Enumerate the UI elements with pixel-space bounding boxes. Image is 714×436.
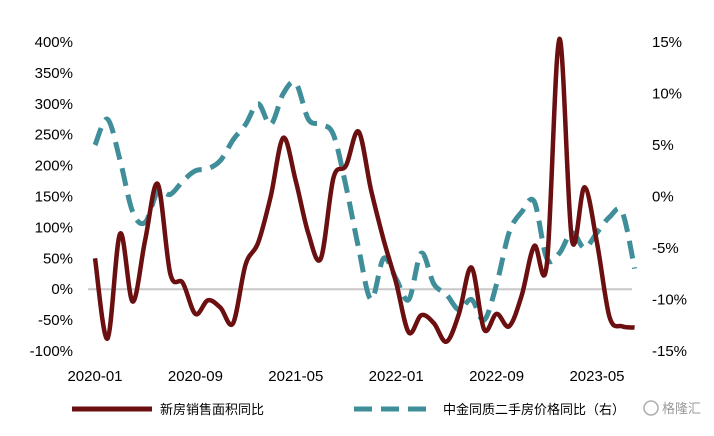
watermark-text: 格隆汇 [662, 401, 701, 416]
legend-label-second-hand-price: 中金同质二手房价格同比（右） [443, 402, 625, 417]
left-axis-ticks: 400% 350% 300% 250% 200% 150% 100% 50% 0% -50% -10… [30, 34, 73, 360]
left-axis-tick: 400% [35, 34, 73, 51]
x-axis-tick: 2023-05 [569, 368, 624, 385]
x-axis-tick: 2021-05 [268, 368, 323, 385]
right-axis-tick: 10% [652, 86, 682, 103]
left-axis-tick: 150% [35, 189, 73, 206]
left-axis-tick: 200% [35, 158, 73, 175]
left-axis-tick: 350% [35, 65, 73, 82]
right-axis-tick: -10% [652, 292, 687, 309]
right-axis-tick: -15% [652, 343, 687, 360]
right-axis-tick: 0% [652, 189, 674, 206]
x-axis-tick: 2022-01 [369, 368, 424, 385]
right-axis-ticks: 15% 10% 5% 0% -5% -10% -15% [652, 34, 687, 360]
legend: 新房销售面积同比 中金同质二手房价格同比（右） [72, 402, 625, 417]
left-axis-tick: -50% [38, 312, 73, 329]
x-axis-tick: 2020-09 [168, 368, 223, 385]
x-axis-tick: 2022-09 [469, 368, 524, 385]
right-axis-tick: 15% [652, 34, 682, 51]
left-axis-tick: 0% [51, 281, 73, 298]
left-axis-tick: 50% [43, 250, 73, 267]
watermark-logo-icon [643, 400, 659, 416]
x-axis-tick: 2020-01 [67, 368, 122, 385]
watermark: 格隆汇 [643, 400, 701, 416]
left-axis-tick: 100% [35, 219, 73, 236]
right-axis-tick: -5% [652, 240, 679, 257]
left-axis-tick: 250% [35, 127, 73, 144]
left-axis-tick: 300% [35, 96, 73, 113]
x-axis-ticks: 2020-01 2020-09 2021-05 2022-01 2022-09 2023-… [67, 368, 624, 385]
series-layer [92, 36, 638, 344]
series-new-home-sales-line [92, 36, 635, 344]
legend-label-new-home-sales: 新房销售面积同比 [160, 402, 264, 417]
right-axis-tick: 5% [652, 137, 674, 154]
left-axis-tick: -100% [30, 343, 73, 360]
